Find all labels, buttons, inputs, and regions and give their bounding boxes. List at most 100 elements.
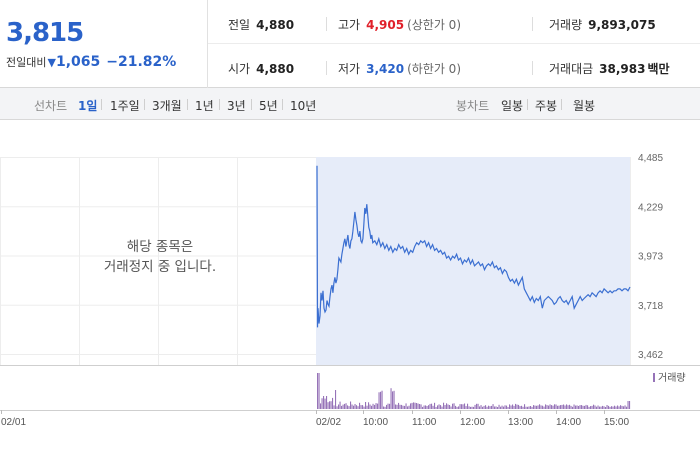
volume-bar <box>324 398 326 409</box>
volume-bar <box>318 373 320 409</box>
stat-trade-value: 거래대금 38,983 백만 <box>549 60 670 77</box>
tab-1d[interactable]: 1일 <box>78 99 98 113</box>
volume-bar <box>464 403 466 409</box>
tab-divider <box>561 99 562 110</box>
stat-value: 4,880 <box>256 62 295 76</box>
stat-note: (하한가 0) <box>407 62 461 76</box>
volume-bar <box>489 406 491 409</box>
tab-divider <box>144 99 145 110</box>
volume-bar <box>444 405 446 409</box>
tab-weekly[interactable]: 주봉 <box>535 99 558 113</box>
volume-bar <box>437 405 439 409</box>
x-tick-label: 12:00 <box>460 417 485 428</box>
y-tick-label: 3,973 <box>638 252 663 263</box>
tab-monthly[interactable]: 월봉 <box>573 99 596 113</box>
volume-bar <box>585 404 587 409</box>
volume-bar <box>492 404 494 409</box>
volume-bar <box>503 406 505 409</box>
volume-bar <box>546 405 548 409</box>
volume-bar <box>596 406 598 409</box>
stat-low: 저가 3,420 (하한가 0) <box>338 60 461 77</box>
volume-bar <box>500 406 502 409</box>
volume-bar <box>321 398 323 409</box>
volume-bar <box>399 404 401 409</box>
volume-bar <box>510 405 512 409</box>
volume-bar <box>474 404 476 409</box>
x-tick-label: 10:00 <box>363 417 388 428</box>
volume-bar <box>405 403 407 409</box>
volume-bar <box>582 405 584 409</box>
tab-divider <box>527 99 528 110</box>
volume-bar <box>447 404 449 409</box>
divider <box>326 61 327 75</box>
volume-bar <box>387 403 389 409</box>
price-line <box>316 165 631 328</box>
volume-bar <box>566 404 568 409</box>
tab-3y[interactable]: 3년 <box>227 99 246 113</box>
tab-10y[interactable]: 10년 <box>290 99 317 113</box>
tab-5y[interactable]: 5년 <box>259 99 278 113</box>
volume-bar <box>327 402 329 409</box>
volume-bar <box>333 405 335 409</box>
volume-bar <box>530 406 532 409</box>
tab-3m[interactable]: 3개월 <box>152 99 182 113</box>
volume-bar <box>441 406 443 409</box>
volume-bar <box>426 406 428 409</box>
volume-bar <box>320 403 322 409</box>
volume-bar <box>452 403 454 409</box>
volume-bar <box>536 405 538 409</box>
x-tick-label: 15:00 <box>604 417 629 428</box>
volume-bar <box>360 405 362 409</box>
tab-daily[interactable]: 일봉 <box>501 99 524 113</box>
volume-bar <box>548 405 550 409</box>
volume-bar <box>539 404 541 409</box>
volume-bar <box>578 406 580 409</box>
volume-bar <box>341 405 343 409</box>
volume-bar <box>416 403 418 409</box>
volume-bar <box>522 406 524 409</box>
volume-bar <box>564 405 566 409</box>
volume-bar <box>455 405 457 409</box>
volume-bar <box>534 405 536 409</box>
tab-1w[interactable]: 1주일 <box>110 99 140 113</box>
volume-bar <box>398 402 400 409</box>
volume-bar <box>614 405 616 409</box>
volume-bar <box>543 406 545 409</box>
volume-bar <box>486 406 488 409</box>
volume-bar <box>485 405 487 409</box>
volume-bar <box>363 406 365 409</box>
volume-bar <box>620 405 622 409</box>
volume-bar <box>344 403 346 409</box>
volume-bar <box>393 390 395 409</box>
volume-bar <box>353 405 355 409</box>
volume-bar <box>468 406 470 409</box>
volume-bar <box>471 406 473 409</box>
volume-bar <box>524 404 526 409</box>
volume-bar <box>521 405 523 409</box>
volume-bar <box>581 405 583 409</box>
change-amount: 1,065 <box>55 54 101 70</box>
volume-bar <box>339 401 341 409</box>
volume-bar <box>519 406 521 409</box>
volume-bar <box>476 403 478 409</box>
tab-1y[interactable]: 1년 <box>195 99 214 113</box>
volume-bar <box>537 405 539 409</box>
volume-bar <box>342 404 344 409</box>
stat-value: 38,983 <box>599 62 646 76</box>
volume-bar <box>612 406 614 409</box>
x-axis-labels: 02/01 02/02 10:00 11:00 12:00 13:00 14:00 15:00 <box>1 410 629 428</box>
volume-bar <box>338 404 340 409</box>
volume-bar <box>420 404 422 409</box>
volume-bar <box>525 406 527 409</box>
volume-bar <box>491 405 493 409</box>
volume-bar <box>462 404 464 409</box>
volume-bar <box>390 388 392 409</box>
volume-bar <box>618 406 620 409</box>
volume-bar <box>366 405 368 409</box>
volume-bar <box>549 404 551 409</box>
volume-bar <box>348 406 350 409</box>
volume-bar <box>329 401 331 409</box>
stat-value: 4,880 <box>256 18 295 32</box>
volume-bar <box>483 405 485 409</box>
volume-bar <box>515 403 517 409</box>
